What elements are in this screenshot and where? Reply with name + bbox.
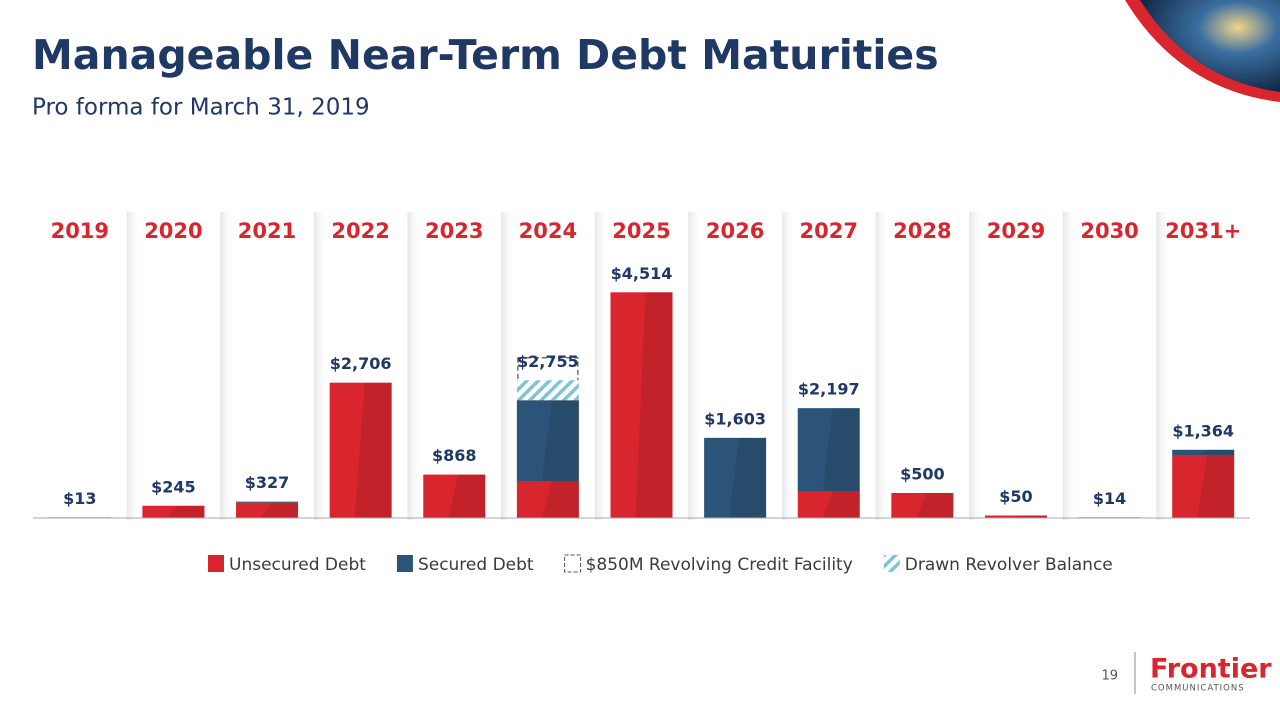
column-separator — [1062, 212, 1077, 520]
column-separator — [781, 212, 796, 520]
bar-segment — [984, 515, 1047, 518]
plot: 2019 $13 2020 $245 2021 $327 2022 $2,706 2023 $86… — [33, 212, 1250, 520]
column-separator — [969, 212, 984, 520]
bar-segment — [891, 493, 954, 518]
total-label: $2,197 — [798, 380, 860, 399]
total-label: $1,603 — [704, 409, 766, 428]
column-separator — [126, 212, 141, 520]
bar-shade — [1197, 449, 1235, 455]
category-label: 2026 — [706, 219, 764, 243]
total-label: $4,514 — [611, 264, 673, 283]
legend-item: $850M Revolving Credit Facility — [564, 554, 853, 575]
column-separator — [407, 212, 422, 520]
total-label: $868 — [432, 446, 477, 465]
bar-segment — [704, 437, 767, 518]
category-label: 2023 — [425, 219, 483, 243]
page-number: 19 — [1101, 669, 1118, 684]
column-separator — [1156, 212, 1171, 520]
bar-segment — [516, 481, 579, 518]
bar-shade — [822, 408, 860, 491]
bar-shade — [635, 292, 673, 518]
subtitle: Pro forma for March 31, 2019 — [32, 95, 370, 121]
bar-shade — [167, 505, 205, 518]
logo: Frontier — [1150, 654, 1272, 685]
column-separator — [688, 212, 703, 520]
column-separator — [501, 212, 516, 520]
bar-shade — [822, 491, 860, 518]
title: Manageable Near-Term Debt Maturities — [32, 31, 939, 79]
total-label: $245 — [151, 477, 196, 496]
bar-segment — [1172, 455, 1235, 518]
column-separator — [594, 212, 609, 520]
category-label: 2028 — [893, 219, 951, 243]
bar-segment — [516, 400, 579, 481]
legend-item: Unsecured Debt — [208, 555, 366, 575]
bar-shade — [1009, 515, 1047, 518]
total-label: $2,706 — [330, 354, 392, 373]
legend-item: Drawn Revolver Balance — [883, 555, 1113, 575]
bar-segment — [142, 505, 205, 518]
bar-shade — [1197, 455, 1235, 518]
bar-shade — [729, 437, 767, 518]
category-label: 2025 — [612, 219, 670, 243]
legend-swatch — [396, 555, 413, 572]
category-label: 2029 — [987, 219, 1045, 243]
category-label: 2022 — [331, 219, 389, 243]
total-label: $1,364 — [1172, 421, 1234, 440]
bar-segment — [236, 502, 299, 518]
legend-label: Drawn Revolver Balance — [905, 555, 1113, 575]
bar-shade — [448, 474, 486, 518]
total-label: $500 — [900, 465, 945, 484]
bar-shade — [354, 382, 392, 518]
category-label: 2024 — [519, 219, 577, 243]
bar-segment — [423, 474, 486, 518]
legend-swatch — [208, 555, 224, 572]
legend-swatch — [883, 555, 900, 572]
logo-sub: COMMUNICATIONS — [1151, 684, 1245, 694]
category-label: 2021 — [238, 219, 296, 243]
legend-swatch — [564, 554, 582, 573]
total-label: $2,755 — [517, 352, 579, 371]
column-separator — [313, 212, 328, 520]
category-label: 2020 — [144, 219, 202, 243]
bar-segment — [236, 501, 299, 503]
bar-segment — [797, 491, 860, 518]
category-label: 2027 — [800, 219, 858, 243]
bar-segment — [610, 292, 673, 518]
column-separator — [875, 212, 890, 520]
bar-segment — [1172, 449, 1235, 455]
bar-shade — [261, 502, 299, 518]
total-label: $50 — [999, 487, 1032, 506]
bar-segment — [516, 380, 579, 401]
bar-segment — [329, 382, 392, 518]
bar-segment — [797, 408, 860, 491]
column-separator — [220, 212, 235, 520]
legend-label: Unsecured Debt — [229, 555, 366, 575]
total-label: $14 — [1093, 489, 1126, 508]
corner-decoration — [1125, 0, 1280, 102]
category-label: 2019 — [51, 219, 109, 243]
bar-shade — [541, 400, 579, 481]
legend-label: Secured Debt — [418, 555, 534, 575]
total-label: $327 — [245, 473, 290, 492]
bar-shade — [916, 493, 954, 518]
category-label: 2030 — [1080, 219, 1138, 243]
total-label: $13 — [63, 489, 96, 508]
bar-shade — [541, 481, 579, 518]
category-label: 2031+ — [1165, 219, 1241, 243]
legend: Unsecured Debt Secured Debt $850M Revolvin… — [208, 554, 1113, 575]
legend-label: $850M Revolving Credit Facility — [586, 555, 853, 575]
legend-item: Secured Debt — [396, 555, 534, 575]
